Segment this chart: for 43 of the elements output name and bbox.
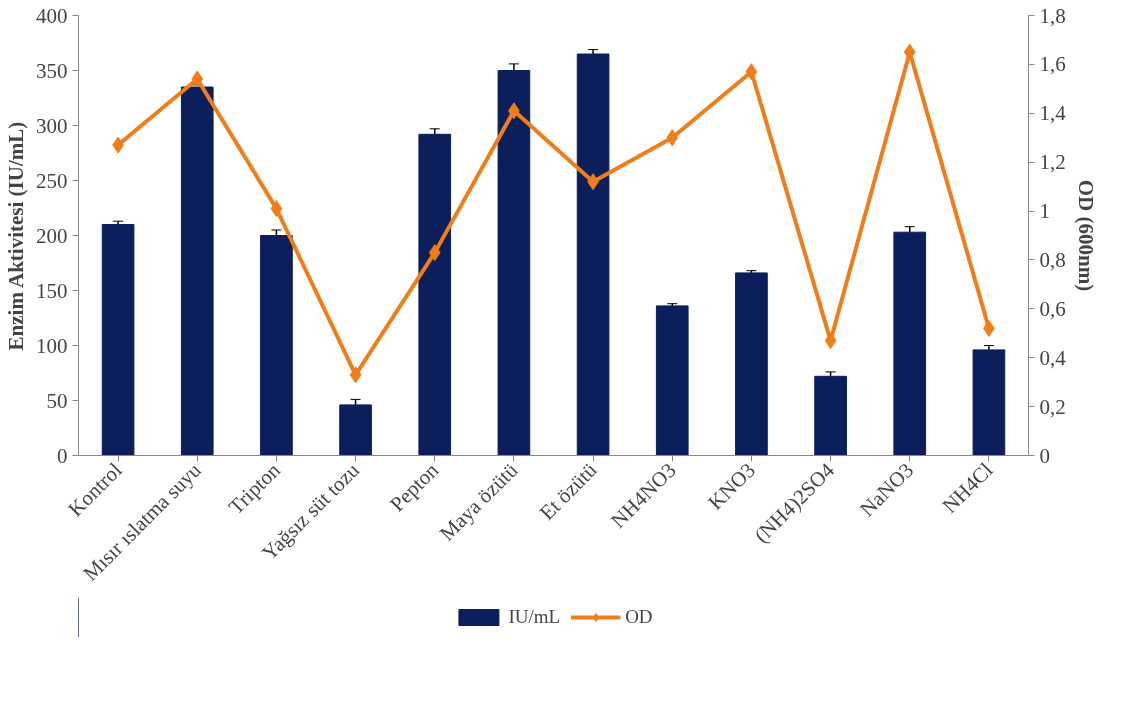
y2-tick-label: 1,4: [1039, 101, 1067, 126]
legend-label: IU/mL: [508, 606, 561, 628]
point: [270, 200, 283, 218]
y2-tick-label: 1: [1039, 199, 1050, 224]
point: [428, 244, 441, 262]
y-axis-title: Enzim Aktivitesi (IU/mL): [4, 121, 28, 351]
bar: [418, 133, 452, 456]
y-tick-label: 200: [36, 223, 68, 248]
bar: [735, 272, 768, 456]
y2-tick-label: 0: [1039, 443, 1050, 468]
y-tick-label: 150: [36, 278, 68, 303]
y-tick-label: 400: [36, 3, 68, 28]
legend-label: OD: [625, 606, 653, 628]
bar: [576, 53, 610, 456]
point: [666, 129, 679, 147]
y2-tick-label: 0,6: [1039, 296, 1066, 321]
y-tick-label: 100: [36, 333, 68, 358]
y2-axis-title: OD (600nm): [1073, 179, 1098, 292]
point: [903, 43, 916, 61]
bar: [972, 349, 1006, 456]
bar: [101, 224, 135, 456]
bar: [339, 404, 372, 456]
bar: [260, 235, 293, 456]
y-tick-label: 300: [36, 113, 68, 138]
y-tick-label: 0: [57, 443, 68, 468]
point: [824, 332, 837, 350]
y-tick-label: 50: [46, 388, 68, 413]
y2-tick-label: 0,4: [1039, 345, 1067, 370]
y2-tick-label: 1,8: [1039, 3, 1066, 28]
bar: [655, 305, 689, 456]
y-tick-label: 350: [36, 58, 68, 83]
y-tick-label: 250: [36, 168, 68, 193]
y2-tick-label: 1,2: [1039, 150, 1066, 175]
bar: [497, 70, 531, 456]
bar: [180, 86, 214, 456]
y2-tick-label: 0,2: [1039, 394, 1066, 419]
bar: [814, 375, 847, 456]
y2-tick-label: 1,6: [1039, 52, 1066, 77]
bar: [893, 231, 927, 456]
y2-tick-label: 0,8: [1039, 247, 1066, 272]
point: [745, 63, 758, 81]
point: [349, 366, 362, 384]
point: [191, 70, 204, 88]
